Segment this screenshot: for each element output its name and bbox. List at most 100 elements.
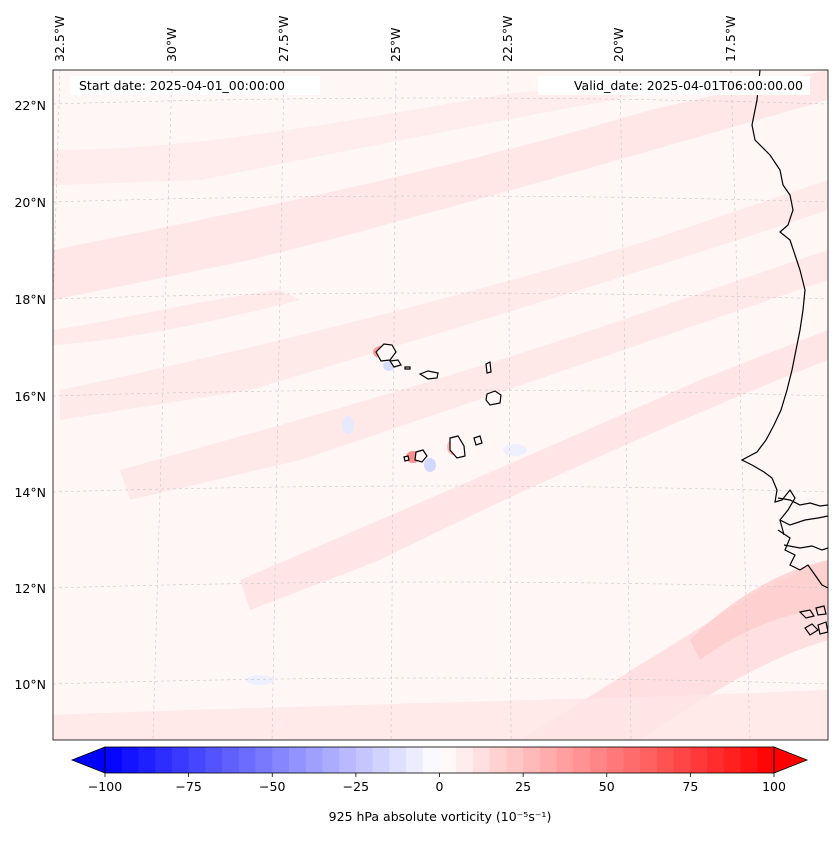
vorticity-strip-bottom bbox=[53, 690, 828, 740]
start-date-box bbox=[70, 76, 320, 95]
colorbar-cell bbox=[539, 747, 558, 773]
lon-label-32-5w: 32.5°W bbox=[52, 16, 67, 62]
vorticity-patch-southeast bbox=[690, 560, 828, 660]
vorticity-band-central bbox=[120, 250, 828, 500]
colorbar-tick-label: −75 bbox=[175, 779, 201, 794]
parallel-18n bbox=[53, 292, 828, 300]
colorbar-cell bbox=[472, 747, 491, 773]
lat-label-18n: 18°N bbox=[14, 292, 46, 307]
colorbar-label: 925 hPa absolute vorticity (10⁻⁵s⁻¹) bbox=[329, 809, 552, 824]
colorbar-tick-label: −25 bbox=[343, 779, 369, 794]
start-date-label: Start date: 2025-04-01_00:00:00 bbox=[79, 78, 285, 93]
latitude-labels: 22°N 20°N 18°N 16°N 14°N 12°N 10°N bbox=[14, 98, 46, 692]
bijagos-islands bbox=[779, 519, 828, 636]
colorbar-cell bbox=[506, 747, 524, 773]
island-santo-antao bbox=[375, 343, 397, 362]
vorticity-min-fogo bbox=[424, 458, 436, 472]
vorticity-band-middle bbox=[60, 180, 828, 420]
africa-coastline bbox=[740, 70, 828, 526]
island-santiago bbox=[449, 435, 466, 459]
colorbar-cell bbox=[673, 747, 691, 773]
island-brava bbox=[403, 455, 410, 462]
colorbar-cell bbox=[188, 747, 206, 773]
parallel-12n bbox=[53, 581, 828, 589]
lon-label-27-5w: 27.5°W bbox=[276, 16, 291, 62]
lon-label-22-5w: 22.5°W bbox=[500, 16, 515, 62]
colorbar-cell bbox=[590, 747, 608, 773]
colorbar-tick-label: 0 bbox=[436, 779, 444, 794]
lat-label-20n: 20°N bbox=[14, 195, 46, 210]
colorbar-tick-label: 25 bbox=[515, 779, 531, 794]
island-boa-vista bbox=[485, 390, 502, 406]
colorbar-cell bbox=[222, 747, 240, 773]
island-sao-vicente bbox=[388, 359, 402, 368]
colorbar-cell bbox=[339, 747, 357, 773]
colorbar-cell bbox=[723, 747, 742, 773]
vorticity-min-south bbox=[246, 675, 274, 685]
colorbar-cell bbox=[707, 747, 725, 773]
colorbar-extend-low bbox=[70, 746, 106, 774]
colorbar-tick-label: 50 bbox=[599, 779, 615, 794]
colorbar-tick-label: 100 bbox=[762, 779, 786, 794]
colorbar-tick-label: −100 bbox=[88, 779, 122, 794]
colorbar-cell bbox=[355, 747, 374, 773]
island-santa-luzia bbox=[404, 366, 411, 370]
island-maio bbox=[473, 435, 483, 446]
parallel-14n bbox=[53, 485, 828, 493]
lon-label-17-5w: 17.5°W bbox=[723, 16, 738, 62]
colorbar-cell bbox=[573, 747, 591, 773]
coastlines bbox=[740, 70, 828, 636]
colorbar-cell bbox=[272, 747, 290, 773]
island-fogo bbox=[414, 449, 428, 463]
lat-label-22n: 22°N bbox=[14, 98, 46, 113]
colorbar-cell bbox=[121, 747, 139, 773]
vorticity-band-north bbox=[53, 70, 828, 300]
colorbar-cell bbox=[171, 747, 190, 773]
vorticity-min-east bbox=[503, 444, 527, 456]
map-plot-area: Start date: 2025-04-01_00:00:00 Valid_da… bbox=[53, 70, 828, 740]
colorbar-cell bbox=[105, 747, 123, 773]
parallel-20n bbox=[53, 195, 828, 203]
island-sao-nicolau bbox=[418, 370, 439, 380]
cape-verde-islands bbox=[375, 343, 502, 463]
colorbar-cell bbox=[406, 747, 424, 773]
colorbar-cell bbox=[439, 747, 457, 773]
colorbar-cell bbox=[255, 747, 273, 773]
lat-label-12n: 12°N bbox=[14, 581, 46, 596]
map-frame bbox=[52, 69, 829, 741]
meridian-17-5w bbox=[730, 70, 751, 740]
lat-label-16n: 16°N bbox=[14, 389, 46, 404]
gambia-estuary bbox=[777, 497, 828, 507]
colorbar-cell bbox=[305, 747, 323, 773]
lon-label-30w: 30°W bbox=[164, 27, 179, 62]
colorbar-cell bbox=[690, 747, 708, 773]
colorbar-cell bbox=[523, 747, 541, 773]
vorticity-band-upper bbox=[53, 80, 640, 185]
colorbar: −100 −75 −50 −25 0 25 50 75 100 925 hPa absolute… bbox=[70, 746, 809, 824]
vorticity-field bbox=[53, 70, 828, 740]
meridian-22-5w bbox=[507, 70, 512, 740]
island-sal bbox=[485, 361, 492, 374]
colorbar-cell bbox=[138, 747, 156, 773]
colorbar-cell bbox=[740, 747, 758, 773]
meridian-30w bbox=[152, 70, 173, 740]
parallel-10n bbox=[53, 677, 828, 685]
colorbar-cell bbox=[155, 747, 173, 773]
colorbar-cell bbox=[205, 747, 223, 773]
lon-label-20w: 20°W bbox=[611, 27, 626, 62]
valid-date-box bbox=[538, 76, 810, 95]
guinea-coastline bbox=[777, 529, 828, 589]
lat-label-14n: 14°N bbox=[14, 485, 46, 500]
colorbar-cell bbox=[288, 747, 307, 773]
colorbar-ticks: −100 −75 −50 −25 0 25 50 75 100 bbox=[88, 773, 786, 794]
graticule bbox=[53, 70, 828, 740]
vorticity-strip-west bbox=[53, 290, 300, 345]
colorbar-cell bbox=[322, 747, 340, 773]
colorbar-cell bbox=[606, 747, 624, 773]
valid-date-label: Valid_date: 2025-04-01T06:00:00.00 bbox=[574, 78, 803, 93]
colorbar-tick-label: 75 bbox=[682, 779, 698, 794]
parallel-16n bbox=[53, 389, 828, 397]
vorticity-min-west bbox=[342, 416, 354, 434]
colorbar-cell bbox=[238, 747, 257, 773]
